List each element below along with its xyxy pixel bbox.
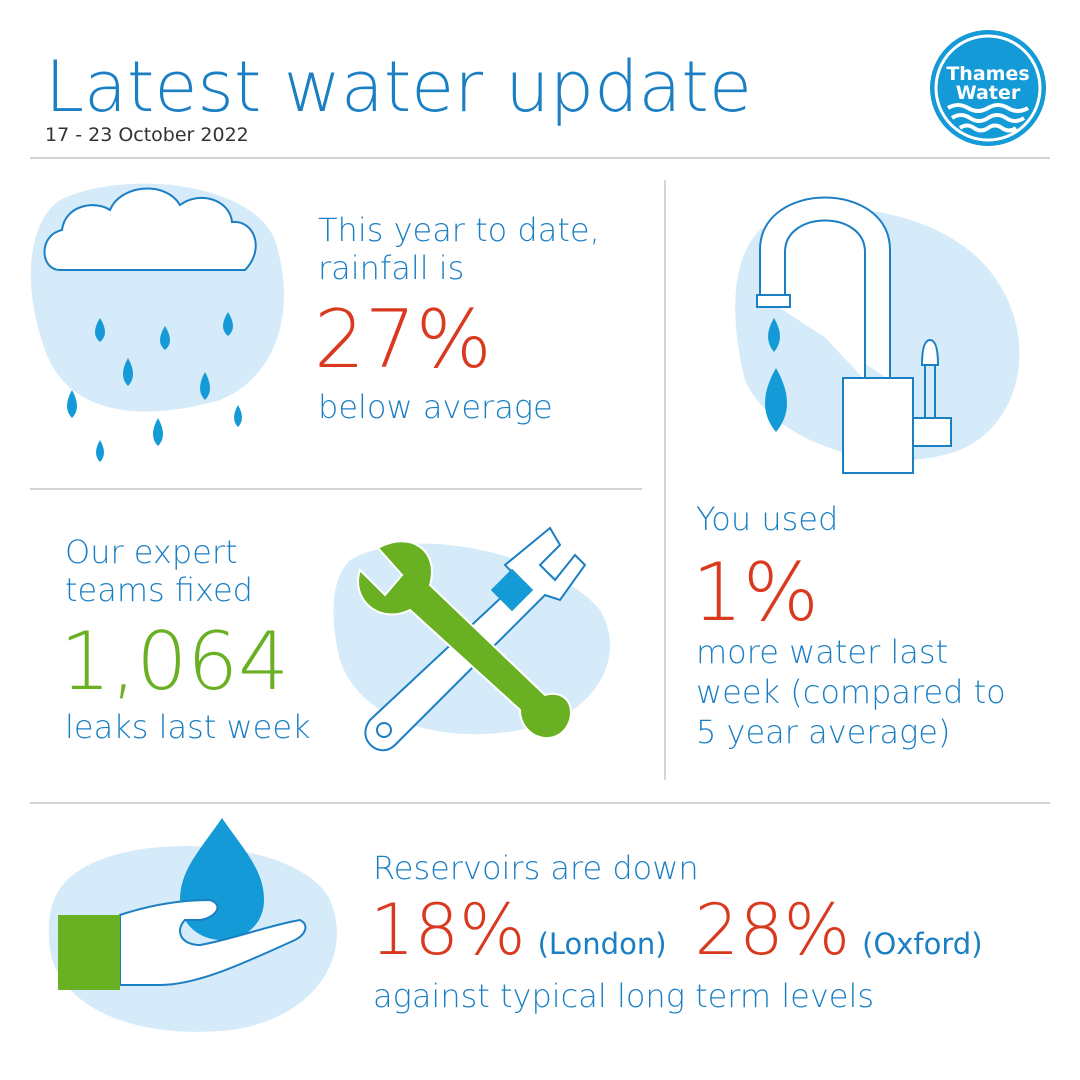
reservoirs-figures: 18% (London) 28% (Oxford) [370,895,983,965]
rainfall-text: This year to date, [318,211,600,249]
tools-icon [333,526,611,752]
logo [930,30,1046,146]
usage-text: more water last [696,633,949,671]
hand-icon [48,818,337,1032]
usage-figure: 1% [692,546,819,639]
leaks-figure: 1,064 [60,615,290,708]
title: Latest water update [45,46,752,128]
usage-text: You used [696,500,839,538]
reservoir-place: (Oxford) [862,927,983,961]
leaks-text: teams fixed [65,571,253,609]
reservoirs-text: against typical long term levels [373,977,874,1015]
usage-text: week (compared to [696,673,1006,711]
logo-text: Thames [946,63,1030,85]
rainfall-text: rainfall is [318,249,465,287]
rainfall-figure: 27% [314,293,492,386]
reservoir-figure: 28% [694,889,851,971]
reservoir-figure: 18% [370,889,526,971]
leaks-text: leaks last week [65,708,311,746]
tap-icon [735,196,1020,474]
rain-icon [30,183,284,462]
usage-text: 5 year average) [696,713,951,751]
reservoirs-text: Reservoirs are down [373,849,699,887]
reservoir-place: (London) [537,927,667,961]
date: 17 - 23 October 2022 [45,124,249,146]
rainfall-text: below average [318,388,553,426]
leaks-text: Our expert [65,533,238,571]
logo-text: Water [955,82,1021,104]
